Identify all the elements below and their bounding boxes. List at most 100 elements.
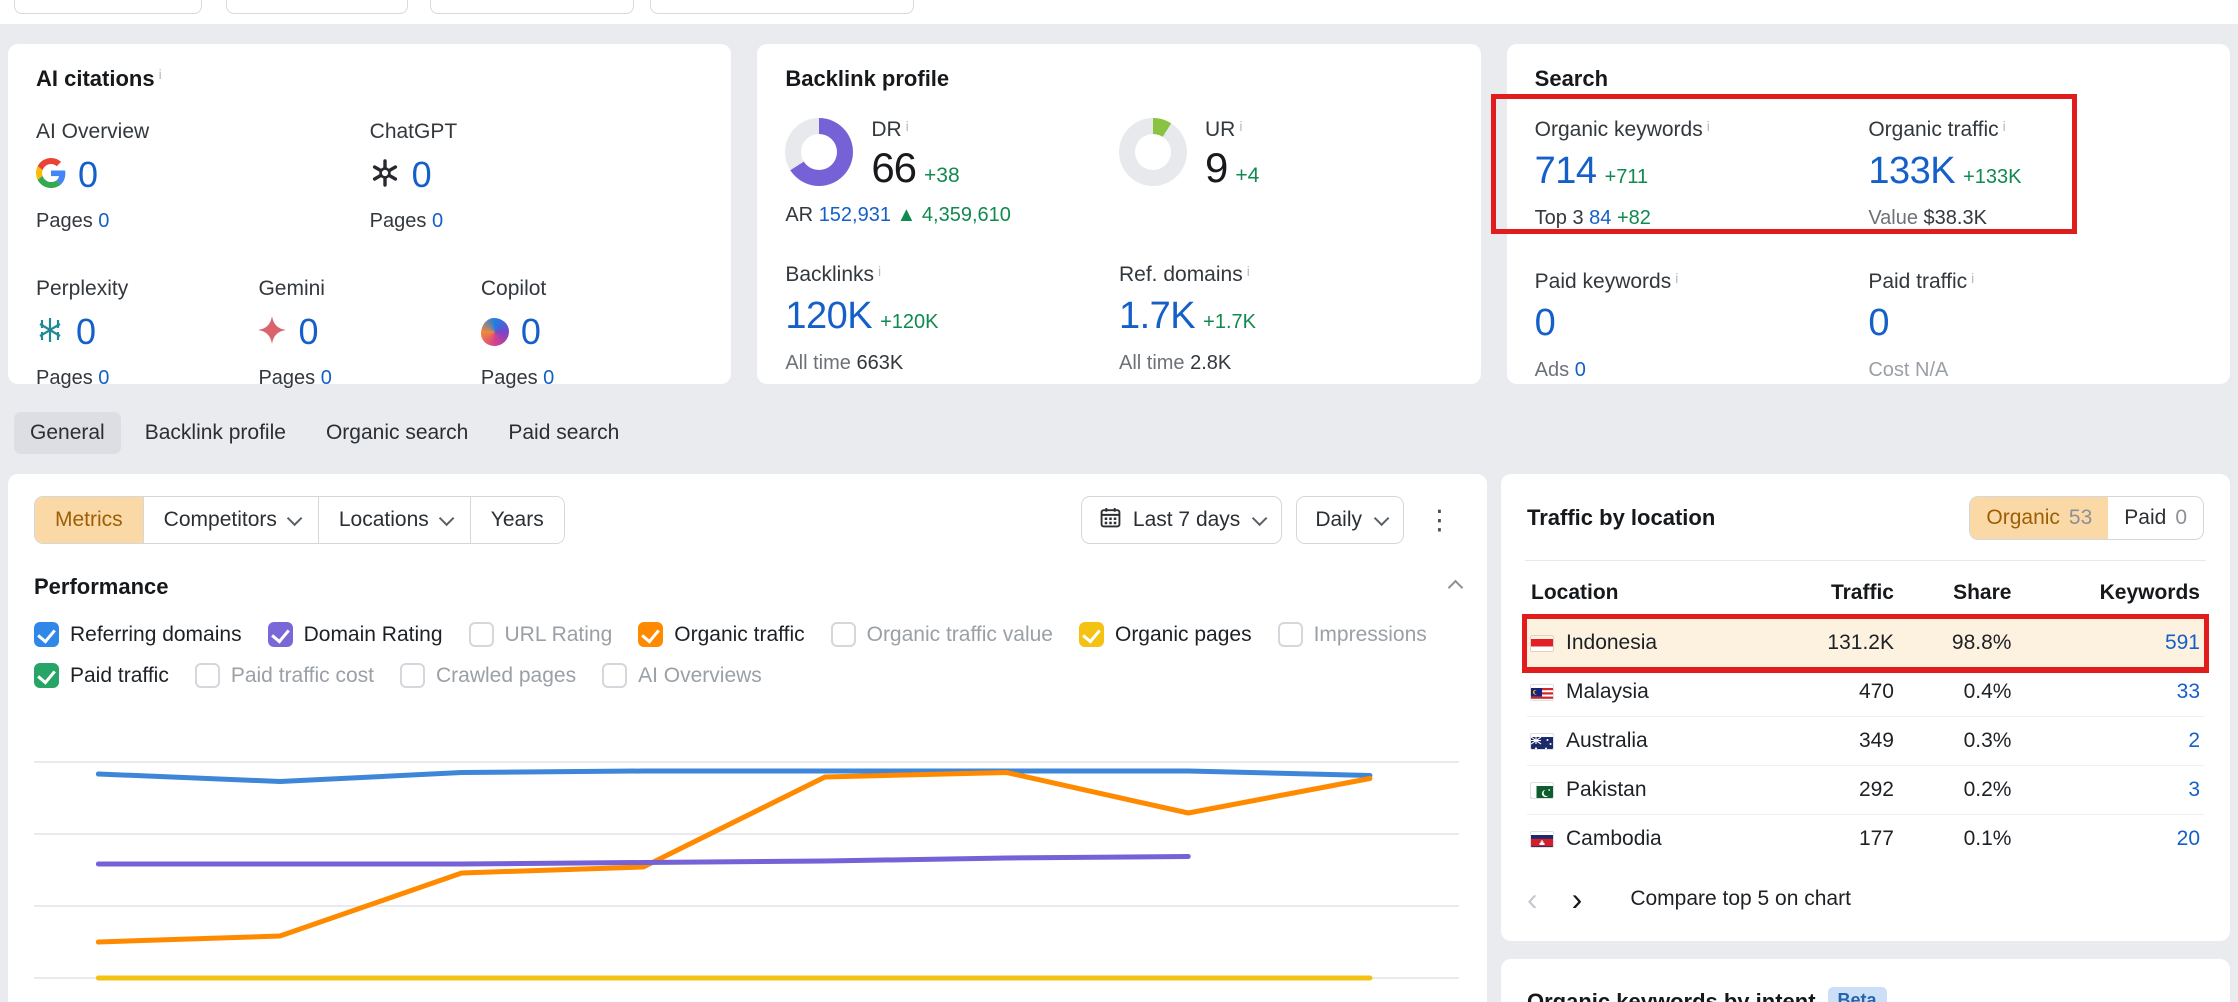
top-toolbar-cutoff [0,0,2238,24]
kebab-menu-icon[interactable]: ⋮ [1426,504,1453,535]
table-row-australia[interactable]: Australia 349 0.3% 2 [1527,716,2204,766]
metric-checkboxes: Referring domains Domain Rating URL Rati… [34,622,1434,688]
compare-top5-label: Compare top 5 on chart [1630,887,1851,910]
toggle-paid[interactable]: Paid 0 [2124,506,2187,529]
tab-paid-search[interactable]: Paid search [508,421,620,444]
table-row-cambodia[interactable]: Cambodia 177 0.1% 20 [1527,814,2204,863]
right-column: Traffic by location Organic 53 Paid 0 Loca… [1501,474,2230,1002]
checkbox-organic-traffic[interactable]: Organic traffic [638,622,805,647]
card-title: AI citations i [36,66,162,91]
table-row-indonesia[interactable]: Indonesia 131.2K 98.8% 591 [1527,619,2204,668]
cutoff-input[interactable] [430,0,634,14]
location-table: Location Traffic Share Keywords Indonesi… [1527,567,2204,863]
delta: +38 [924,164,960,187]
info-icon[interactable]: i [1971,270,1975,286]
metric-perplexity: Perplexity 0 Pages 0 [36,277,129,389]
metric-value[interactable]: 0 [520,311,541,352]
beta-badge: Beta [1827,987,1887,1002]
metric-paid-traffic: Paid traffic i 0 Cost N/A [1868,270,1975,381]
pages-link[interactable]: 0 [543,367,555,389]
google-icon [36,157,66,193]
ur-donut-chart [1118,118,1187,186]
segment-competitors[interactable]: Competitors [143,497,319,543]
gemini-icon [258,315,287,349]
ar-link[interactable]: 152,931 [818,204,891,226]
checkbox-organic-traffic-value[interactable]: Organic traffic value [830,622,1053,647]
info-icon[interactable]: i [878,263,882,279]
pages-link[interactable]: 0 [98,210,110,232]
checkbox-organic-pages[interactable]: Organic pages [1078,622,1252,647]
granularity-button[interactable]: Daily [1296,496,1404,544]
table-row-malaysia[interactable]: Malaysia 470 0.4% 33 [1527,667,2204,717]
info-icon[interactable]: i [1706,118,1710,134]
toggle-organic[interactable]: Organic 53 [1970,497,2109,539]
flag-pakistan-icon [1530,781,1554,799]
checkbox-impressions[interactable]: Impressions [1277,622,1427,647]
overview-panel: Metrics Competitors Locations Years Last… [8,474,1487,1002]
checkbox-paid-traffic-cost[interactable]: Paid traffic cost [194,663,374,688]
checkbox-paid-traffic[interactable]: Paid traffic [34,663,169,688]
flag-malaysia-icon [1530,683,1554,701]
checkbox-domain-rating[interactable]: Domain Rating [267,622,443,647]
pages-link[interactable]: 0 [320,367,332,389]
date-range-button[interactable]: Last 7 days [1080,496,1283,544]
calendar-icon [1100,507,1121,534]
metric-domain-rating: DR i 66 +38 [785,118,1119,192]
cutoff-input[interactable] [226,0,408,14]
info-icon[interactable]: i [2002,118,2006,134]
filter-segments: Metrics Competitors Locations Years [34,496,565,544]
ai-citations-card: AI citations i AI Overview 0 Pages 0 Chat… [8,44,732,389]
panel-title: Organic keywords by intent [1527,989,1816,1002]
cutoff-input[interactable] [14,0,202,14]
divider [1525,560,2206,561]
info-icon[interactable]: i [1246,263,1250,279]
dr-donut-chart [785,118,854,186]
flag-indonesia-icon [1530,634,1554,652]
tab-backlink-profile[interactable]: Backlink profile [144,421,286,444]
checkbox-referring-domains[interactable]: Referring domains [34,622,242,647]
tab-organic-search[interactable]: Organic search [325,421,469,444]
next-page-icon[interactable]: › [1571,881,1583,917]
table-row-pakistan[interactable]: Pakistan 292 0.2% 3 [1527,765,2204,815]
chevron-down-icon [1252,510,1268,526]
summary-cards: AI citations i AI Overview 0 Pages 0 Chat… [8,44,2230,389]
keywords-link[interactable]: 2 [2015,716,2204,766]
chevron-up-icon[interactable] [1447,579,1464,595]
metric-value[interactable]: 0 [76,311,97,352]
performance-line-chart[interactable] [34,712,1461,1002]
pages-link[interactable]: 0 [431,210,444,232]
segment-years[interactable]: Years [470,497,564,543]
info-icon[interactable]: i [1675,270,1679,286]
metric-value[interactable]: 0 [298,311,319,352]
metric-value[interactable]: 0 [411,154,432,195]
performance-title: Performance [34,574,169,599]
ads-link[interactable]: 0 [1574,359,1586,381]
pages-link[interactable]: 0 [98,367,110,389]
prev-page-icon[interactable]: ‹ [1527,881,1538,917]
info-icon[interactable]: i [905,118,909,134]
tab-general[interactable]: General [14,412,121,454]
keywords-link[interactable]: 20 [2015,814,2204,863]
info-icon[interactable]: i [158,66,162,82]
metric-value[interactable]: 0 [78,154,99,195]
checkbox-crawled-pages[interactable]: Crawled pages [400,663,576,688]
table-pagination: ‹ › Compare top 5 on chart [1527,883,2204,915]
keywords-link[interactable]: 3 [2015,765,2204,815]
copilot-icon [480,318,509,346]
cutoff-input[interactable] [650,0,914,14]
metric-ref-domains: Ref. domains i 1.7K +1.7K All time 2.8K [1118,263,1256,374]
keywords-by-intent-panel: Organic keywords by intent Beta [1501,959,2230,1002]
keywords-link[interactable]: 591 [2164,631,2200,654]
flag-cambodia-icon [1530,830,1554,848]
keywords-link[interactable]: 33 [2015,667,2204,717]
top3-link[interactable]: 84 [1589,207,1612,229]
metric-organic-keywords: Organic keywords i 714 +711 Top 3 84 +82 [1534,118,1710,229]
metric-chatgpt: ChatGPT 0 Pages 0 [369,120,458,232]
chevron-down-icon [1373,510,1390,526]
segment-metrics[interactable]: Metrics [35,497,144,543]
segment-locations[interactable]: Locations [318,497,471,543]
checkbox-url-rating[interactable]: URL Rating [468,622,612,647]
checkbox-ai-overviews[interactable]: AI Overviews [602,663,762,688]
info-icon[interactable]: i [1239,118,1243,134]
